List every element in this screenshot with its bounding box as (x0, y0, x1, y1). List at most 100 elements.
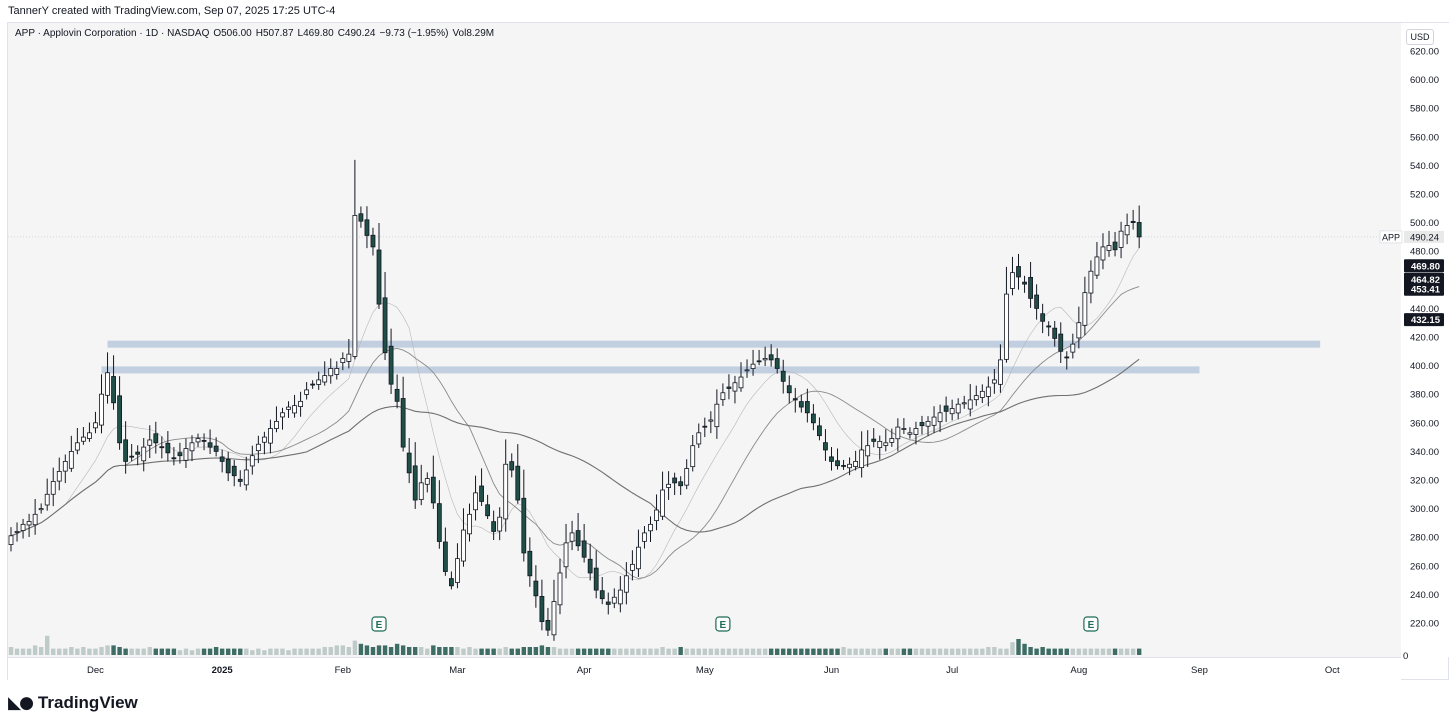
candle-body (780, 370, 786, 382)
candle-body (261, 436, 267, 443)
volume-bar (316, 648, 321, 655)
legend-low: L469.80 (297, 28, 334, 39)
volume-bar (877, 648, 882, 655)
candle-body (292, 405, 297, 414)
candle-body (62, 461, 68, 472)
volume-bar (141, 648, 146, 655)
candle-body (563, 542, 569, 568)
volume-bar (781, 648, 786, 655)
volume-bar (340, 645, 346, 655)
candle-body (105, 372, 110, 396)
candle-body (859, 449, 865, 469)
candle-body (93, 422, 98, 429)
legend-high: H507.87 (255, 28, 294, 39)
candle-body (382, 297, 388, 354)
tradingview-mark-icon: ◣● (8, 693, 34, 713)
plot-area[interactable] (8, 23, 1401, 657)
candle-body (877, 440, 883, 449)
candle-body (1058, 333, 1064, 352)
time-axis[interactable] (8, 657, 1401, 681)
price-chart[interactable]: E E E 620.00 600.00 580.00 560.00 540.00 520.00… (8, 23, 1450, 681)
candle-body (111, 376, 116, 404)
candle-body (714, 403, 720, 428)
price-tick-label: 580.00 (1410, 104, 1439, 115)
candle-body (654, 509, 659, 522)
candle-body (629, 563, 635, 571)
candle-body (171, 457, 177, 460)
candle-body (841, 465, 846, 467)
chart-frame[interactable]: E E E 620.00 600.00 580.00 560.00 540.00 520.00… (7, 22, 1450, 681)
volume-bar (998, 648, 1003, 655)
volume-bar (244, 648, 249, 655)
volume-bar (1130, 648, 1136, 655)
volume-bar (913, 648, 919, 655)
candle-body (913, 428, 919, 435)
candle-body (738, 376, 744, 389)
candle-body (1022, 281, 1027, 285)
time-tick-label: Aug (1070, 665, 1087, 676)
candle-body (141, 446, 147, 462)
candle-body (817, 425, 822, 437)
price-tick-label: 540.00 (1410, 161, 1439, 172)
zone-band-1 (101, 366, 1200, 374)
candle-body (26, 521, 32, 526)
candle-body (593, 567, 599, 591)
candle-body (129, 455, 135, 458)
candle-body (569, 532, 575, 542)
candle-body (1118, 230, 1124, 248)
price-tick-label: 240.00 (1410, 590, 1439, 601)
volume-bar (51, 648, 56, 655)
volume-bar (1046, 648, 1051, 655)
candle-body (8, 535, 14, 545)
candle-body (159, 446, 165, 449)
volume-bar (44, 635, 50, 655)
volume-bar (527, 647, 533, 655)
candle-body (1094, 256, 1100, 276)
candle-body (786, 385, 792, 394)
candle-body (605, 601, 611, 605)
time-tick-label: Dec (87, 665, 104, 676)
price-tick-label: 260.00 (1410, 561, 1439, 572)
candle-body (189, 442, 195, 452)
price-tick-label: 380.00 (1410, 390, 1439, 401)
volume-bar (907, 648, 913, 655)
candle-body (599, 590, 605, 600)
candle-body (412, 465, 418, 501)
volume-bar (829, 648, 834, 655)
price-tick-label: 400.00 (1410, 361, 1439, 372)
candle-body (32, 513, 38, 526)
candle-body (690, 445, 696, 468)
candle-body (732, 382, 738, 392)
volume-bar (262, 650, 267, 655)
currency-button[interactable]: USD (1406, 29, 1434, 45)
volume-bar (744, 648, 750, 655)
volume-bar (159, 648, 165, 655)
volume-bar (762, 648, 768, 655)
volume-bar (823, 648, 828, 655)
volume-bar (684, 648, 689, 655)
candle-body (636, 546, 641, 570)
tradingview-logo[interactable]: ◣● TradingView (8, 693, 138, 713)
volume-bar (400, 645, 406, 655)
chart-caption: TannerY created with TradingView.com, Se… (8, 5, 336, 17)
volume-bar (943, 648, 949, 655)
candle-body (871, 438, 877, 442)
volume-bar (533, 647, 539, 655)
volume-bar (292, 648, 297, 655)
candle-body (1106, 245, 1112, 251)
candle-body (304, 389, 310, 395)
volume-bar (974, 648, 979, 655)
volume-bar (1112, 648, 1118, 655)
candle-body (44, 493, 50, 506)
moving-average-50 (10, 358, 1140, 537)
volume-bar (256, 648, 261, 655)
candle-body (557, 572, 563, 606)
candle-body (955, 403, 961, 414)
volume-bar (720, 648, 726, 655)
volume-bar (937, 648, 943, 655)
candle-body (853, 461, 859, 467)
volume-bar (732, 648, 738, 655)
price-scale[interactable] (1401, 23, 1449, 657)
volume-bar (1052, 648, 1057, 655)
candle-body (177, 452, 183, 457)
